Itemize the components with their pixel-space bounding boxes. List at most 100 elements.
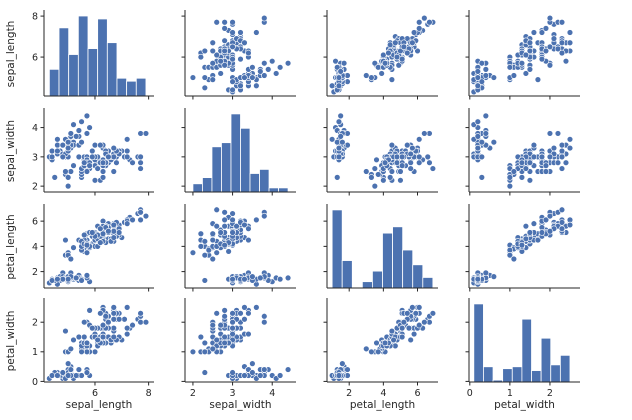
scatter-point <box>518 159 526 166</box>
x-tick-label: 4 <box>269 388 275 399</box>
scatter-point <box>340 60 348 67</box>
scatter-point <box>373 156 380 163</box>
panel-sepal_length-vs-petal_width <box>465 10 580 100</box>
x-axis-label: petal_width <box>494 399 555 411</box>
scatter-point <box>229 78 236 85</box>
scatter-point <box>110 234 117 241</box>
scatter-point <box>205 246 212 254</box>
histogram-bar <box>382 232 393 289</box>
scatter-point <box>558 153 566 161</box>
scatter-point <box>405 324 413 332</box>
scatter-point <box>412 310 419 317</box>
scatter-point <box>241 275 248 283</box>
scatter-point <box>550 35 558 42</box>
panel-sepal_width-vs-petal_length <box>323 108 438 196</box>
scatter-point <box>335 74 343 81</box>
scatter-point <box>390 336 397 344</box>
scatter-point <box>518 174 526 181</box>
scatter-point <box>209 39 216 46</box>
scatter-point <box>542 25 550 32</box>
scatter-point <box>99 174 107 181</box>
scatter-point <box>522 70 530 77</box>
scatter-point <box>284 274 292 282</box>
scatter-point <box>72 274 80 282</box>
scatter-point <box>409 144 416 152</box>
scatter-point <box>478 153 486 161</box>
histogram-bar <box>511 366 523 383</box>
histogram-bar <box>192 183 203 193</box>
scatter-point <box>83 130 91 137</box>
scatter-point <box>558 219 566 226</box>
histogram-bar <box>48 68 60 97</box>
scatter-point <box>409 304 416 311</box>
scatter-point <box>209 230 216 237</box>
histogram-bar <box>502 368 513 383</box>
scatter-point <box>257 372 264 379</box>
scatter-point <box>221 333 228 341</box>
histogram-bar <box>550 364 561 383</box>
scatter-point <box>229 369 236 376</box>
scatter-point <box>526 229 534 236</box>
scatter-point <box>339 360 346 367</box>
scatter-point <box>67 130 75 137</box>
scatter-point <box>546 14 554 22</box>
scatter-point <box>229 275 236 283</box>
scatter-point <box>221 25 228 32</box>
scatter-point <box>542 168 550 175</box>
scatter-point <box>137 165 144 172</box>
scatter-point <box>78 348 85 356</box>
scatter-point <box>115 229 123 236</box>
scatter-point <box>429 165 437 172</box>
scatter-point <box>249 273 256 280</box>
scatter-point <box>229 324 236 332</box>
scatter-point <box>221 307 228 314</box>
scatter-point <box>142 319 150 326</box>
scatter-point <box>546 212 554 220</box>
scatter-point <box>75 366 83 373</box>
scatter-point <box>197 230 205 237</box>
scatter-point <box>64 144 72 152</box>
scatter-point <box>78 372 85 379</box>
scatter-point <box>123 304 131 311</box>
scatter-point <box>530 29 538 36</box>
scatter-point <box>335 118 343 125</box>
scatter-point <box>86 124 93 131</box>
scatter-point <box>328 136 336 143</box>
scatter-point <box>237 82 244 89</box>
scatter-point <box>97 239 104 246</box>
scatter-point <box>337 68 344 75</box>
scatter-point <box>83 369 91 376</box>
scatter-point <box>209 345 216 353</box>
x-axis-label: sepal_width <box>209 399 271 411</box>
scatter-point <box>526 159 534 166</box>
scatter-point <box>400 319 408 326</box>
panel-petal_width-vs-petal_width: 0 1 2 <box>465 298 580 399</box>
y-axis-label: petal_length <box>5 214 17 279</box>
scatter-point <box>67 366 75 373</box>
x-tick-label: 3 <box>230 388 236 399</box>
scatter-point <box>522 165 530 172</box>
scatter-point <box>229 310 236 317</box>
scatter-point <box>221 222 228 230</box>
scatter-point <box>201 348 209 356</box>
scatter-point <box>554 130 562 137</box>
histogram-bar <box>521 318 532 383</box>
scatter-point <box>334 174 341 181</box>
y-tick-label: 2 <box>32 267 38 278</box>
scatter-point <box>542 216 550 224</box>
scatter-point <box>558 225 566 232</box>
scatter-point <box>276 64 284 71</box>
scatter-point <box>54 136 61 143</box>
scatter-point <box>209 255 216 263</box>
scatter-point <box>416 153 423 161</box>
scatter-point <box>142 212 150 220</box>
x-tick-label: 2 <box>190 388 196 399</box>
histogram-bar <box>473 303 484 383</box>
histogram-bar <box>412 264 424 289</box>
scatter-point <box>113 159 120 166</box>
scatter-point <box>129 216 136 224</box>
scatter-point <box>421 130 428 137</box>
scatter-point <box>335 372 343 379</box>
scatter-point <box>64 372 72 379</box>
scatter-point <box>229 86 236 94</box>
